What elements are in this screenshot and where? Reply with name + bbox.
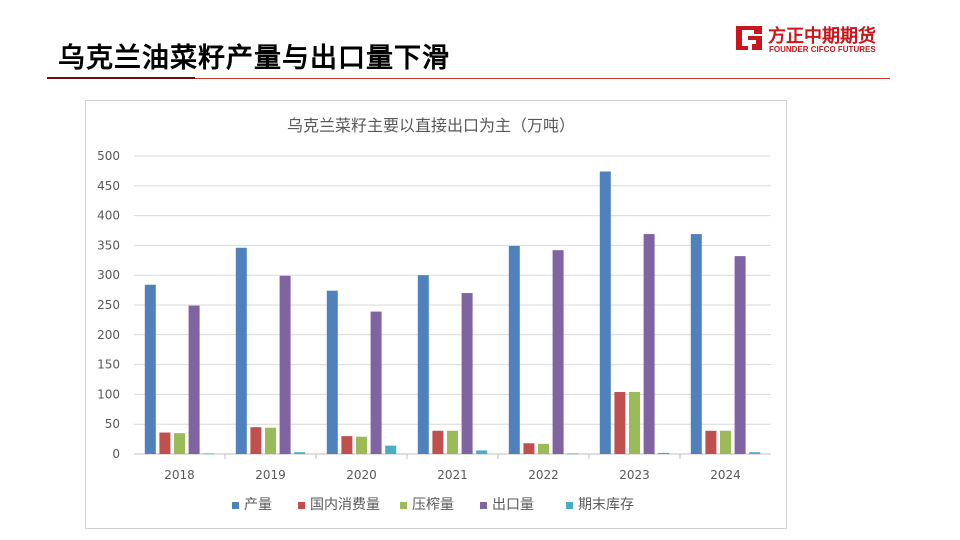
x-tick-label: 2024: [710, 468, 741, 482]
bar-出口量-2019: [279, 275, 291, 454]
bar-出口量-2018: [188, 305, 200, 454]
bar-产量-2020: [326, 290, 338, 454]
legend-item: 压榨量: [400, 496, 454, 513]
bar-期末库存-2020: [385, 445, 397, 454]
bar-期末库存-2019: [294, 452, 306, 454]
bar-国内消费量-2022: [523, 443, 535, 454]
legend-item: 出口量: [480, 497, 534, 513]
bar-产量-2019: [235, 247, 247, 454]
legend-label: 产量: [244, 497, 272, 513]
bar-国内消费量-2021: [432, 430, 444, 454]
bar-压榨量-2019: [265, 427, 276, 454]
bar-出口量-2021: [461, 293, 473, 454]
bar-国内消费量-2024: [705, 430, 717, 454]
legend-swatch: [480, 502, 487, 509]
chart-title: 乌克兰菜籽主要以直接出口为主（万吨）: [287, 116, 575, 135]
x-tick-label: 2021: [437, 468, 468, 482]
gridlines: [134, 155, 771, 455]
bar-国内消费量-2023: [614, 392, 626, 454]
bar-国内消费量-2019: [250, 427, 262, 454]
bar-压榨量-2024: [720, 430, 731, 454]
bar-期末库存-2023: [658, 452, 670, 454]
bar-产量-2021: [417, 275, 429, 454]
bar-压榨量-2020: [356, 436, 367, 454]
y-tick-label: 250: [97, 298, 120, 312]
y-tick-label: 400: [97, 209, 120, 223]
y-tick-label: 50: [105, 417, 120, 431]
y-axis-ticks: 0 50 100 150 200 250 300 350 400 450 500: [97, 149, 120, 461]
legend-label: 出口量: [492, 497, 534, 513]
y-tick-label: 500: [97, 149, 120, 163]
legend-label: 国内消费量: [310, 497, 380, 513]
x-tick-label: 2018: [164, 468, 195, 482]
legend-swatch: [298, 502, 305, 509]
legend-label: 期末库存: [578, 497, 634, 513]
bar-压榨量-2023: [629, 392, 640, 454]
bar-期末库存-2018: [203, 453, 215, 455]
bar-期末库存-2021: [476, 450, 488, 454]
legend-label: 压榨量: [412, 496, 454, 513]
x-tick-label: 2022: [528, 468, 559, 482]
logo-text-cn: 方正中期期货: [768, 26, 876, 47]
y-tick-label: 150: [97, 358, 120, 372]
bar-chart: 乌克兰菜籽主要以直接出口为主（万吨） 0 50 100 150 200 250 300 350…: [97, 116, 771, 513]
x-axis-ticks: 2018 2019 2020 2021 2022 2023 2024: [164, 454, 741, 482]
slide-title: 乌克兰油菜籽产量与出口量下滑: [58, 43, 450, 74]
y-tick-label: 450: [97, 179, 120, 193]
y-tick-label: 0: [112, 447, 120, 461]
chart-frame: 乌克兰菜籽主要以直接出口为主（万吨） 0 50 100 150 200 250 300 350…: [85, 100, 787, 529]
legend-item: 期末库存: [566, 497, 634, 513]
bar-产量-2024: [690, 234, 702, 454]
title-underline-red: [195, 78, 890, 79]
legend-swatch: [566, 502, 573, 509]
bar-压榨量-2022: [538, 443, 549, 454]
legend-item: 产量: [232, 497, 272, 513]
y-tick-label: 350: [97, 238, 120, 252]
x-tick-label: 2019: [255, 468, 286, 482]
bar-国内消费量-2018: [159, 432, 171, 454]
x-tick-label: 2023: [619, 468, 650, 482]
bar-出口量-2024: [734, 256, 746, 454]
legend-swatch: [232, 502, 239, 509]
bar-国内消费量-2020: [341, 436, 353, 454]
bar-期末库存-2024: [749, 452, 761, 454]
bar-产量-2018: [144, 284, 156, 454]
company-logo: 方正中期期货 FOUNDER CIFCO FUTURES: [734, 22, 894, 56]
title-underline-dark: [47, 77, 195, 79]
bar-压榨量-2018: [174, 433, 185, 454]
logo-text-en: FOUNDER CIFCO FUTURES: [769, 45, 876, 54]
y-tick-label: 100: [97, 387, 120, 401]
legend-swatch: [400, 502, 407, 509]
founder-logo-icon: [736, 26, 762, 50]
bar-期末库存-2022: [567, 453, 579, 455]
legend: 产量 国内消费量 压榨量 出口量 期末库存: [232, 496, 634, 513]
bar-出口量-2022: [552, 250, 564, 454]
bar-出口量-2023: [643, 234, 655, 454]
bar-压榨量-2021: [447, 430, 458, 454]
legend-item: 国内消费量: [298, 497, 380, 513]
y-tick-label: 300: [97, 268, 120, 282]
bar-产量-2022: [508, 245, 520, 454]
bar-产量-2023: [599, 171, 611, 454]
bar-出口量-2020: [370, 311, 382, 454]
bars: [144, 171, 761, 455]
y-tick-label: 200: [97, 328, 120, 342]
x-tick-label: 2020: [346, 468, 377, 482]
